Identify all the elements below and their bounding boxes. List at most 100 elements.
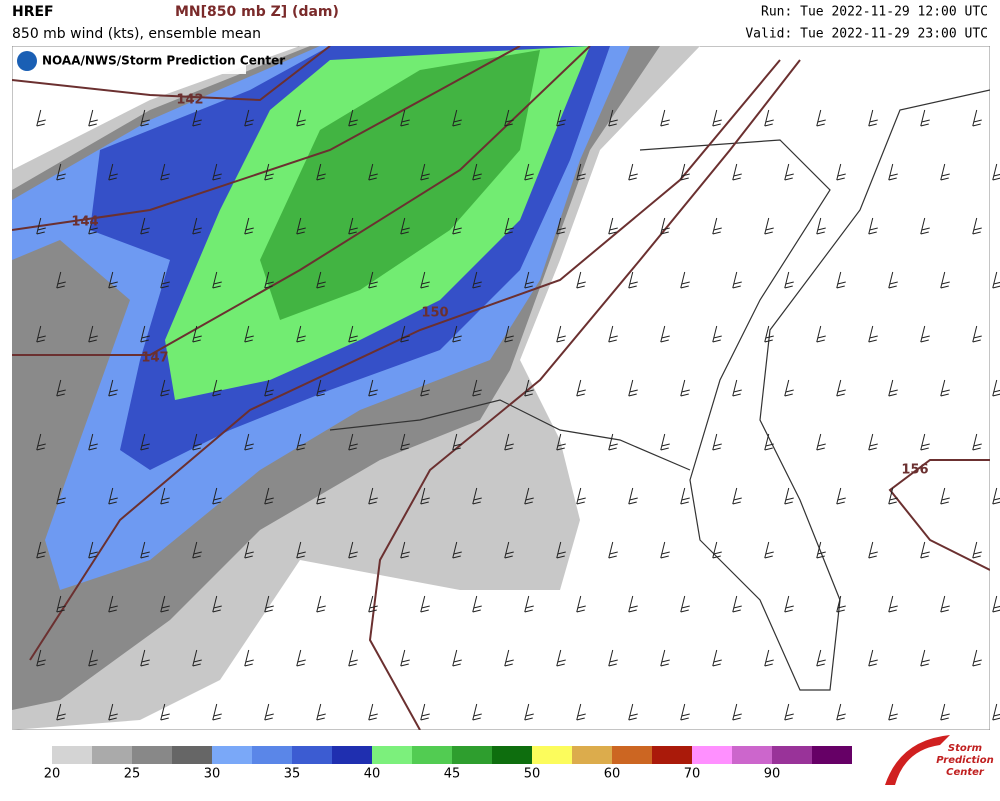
map: NOAA/NWS/Storm Prediction Center 142 144… — [12, 46, 1000, 730]
wind-barb — [628, 379, 638, 397]
wind-barb — [524, 487, 534, 505]
wind-barb — [420, 163, 430, 181]
wind-barb — [160, 487, 170, 505]
wind-barb — [576, 379, 586, 397]
wind-barb — [316, 379, 326, 397]
wind-barb — [680, 703, 690, 721]
colorbar-tick-label: 40 — [364, 767, 381, 782]
wind-barb — [868, 541, 878, 559]
wind-barb — [244, 541, 254, 559]
wind-barb — [368, 163, 378, 181]
wind-barb — [472, 487, 482, 505]
wind-barb — [296, 109, 306, 127]
logo-text: Storm — [948, 743, 982, 754]
contour-label: 142 — [176, 93, 203, 108]
wind-barb — [504, 109, 514, 127]
wind-barb — [660, 325, 670, 343]
wind-barb — [576, 595, 586, 613]
wind-barb — [400, 649, 410, 667]
wind-barb — [764, 325, 774, 343]
wind-barb — [452, 433, 462, 451]
wind-barb — [88, 649, 98, 667]
wind-barb — [972, 433, 982, 451]
colorbar-tick-label: 30 — [204, 767, 221, 782]
wind-barb — [348, 217, 358, 235]
wind-barb — [452, 649, 462, 667]
wind-barb — [940, 163, 950, 181]
wind-barb — [920, 649, 930, 667]
wind-barb — [108, 487, 118, 505]
colorbar-box — [212, 746, 252, 764]
wind-barb — [524, 703, 534, 721]
wind-barb — [212, 487, 222, 505]
wind-barb — [472, 271, 482, 289]
wind-barb — [56, 703, 66, 721]
wind-barb — [608, 325, 618, 343]
wind-barb — [316, 595, 326, 613]
wind-barb — [244, 109, 254, 127]
wind-barb — [56, 379, 66, 397]
wind-barb — [264, 487, 274, 505]
wind-barb — [264, 703, 274, 721]
wind-barb — [140, 217, 150, 235]
wind-barb — [972, 541, 982, 559]
wind-barb — [816, 649, 826, 667]
wind-barb — [368, 703, 378, 721]
wind-barb — [836, 487, 846, 505]
run-time: Run: Tue 2022-11-29 12:00 UTC — [761, 5, 988, 20]
wind-barb — [504, 217, 514, 235]
wind-barb — [88, 109, 98, 127]
credit: NOAA/NWS/Storm Prediction Center — [42, 54, 285, 68]
wind-barb — [160, 379, 170, 397]
wind-barb — [660, 217, 670, 235]
wind-barb — [452, 541, 462, 559]
wind-barb — [420, 487, 430, 505]
wind-barb — [608, 217, 618, 235]
wind-barb — [784, 487, 794, 505]
wind-barb — [576, 163, 586, 181]
wind-barb — [368, 595, 378, 613]
colorbar-box — [332, 746, 372, 764]
wind-barb — [504, 433, 514, 451]
spc-logo: Storm Prediction Center — [885, 735, 994, 785]
wind-barb — [940, 379, 950, 397]
colorbar-box — [412, 746, 452, 764]
wind-barb — [36, 541, 46, 559]
colorbar-box — [132, 746, 172, 764]
wind-barb — [816, 325, 826, 343]
wind-barb — [296, 217, 306, 235]
wind-barb — [368, 379, 378, 397]
wind-barb — [212, 163, 222, 181]
colorbar-tick-label: 35 — [284, 767, 301, 782]
wind-barb — [264, 379, 274, 397]
wind-barb — [680, 487, 690, 505]
wind-barb — [992, 379, 1000, 397]
wind-barb — [140, 325, 150, 343]
wind-barb — [420, 703, 430, 721]
colorbar-box — [372, 746, 412, 764]
wind-barb — [56, 595, 66, 613]
colorbar-box — [492, 746, 532, 764]
wind-barb — [192, 433, 202, 451]
wind-barb — [420, 379, 430, 397]
wind-barb — [816, 541, 826, 559]
wind-barb — [108, 379, 118, 397]
wind-barb — [368, 487, 378, 505]
wind-barb — [992, 271, 1000, 289]
wind-barb — [108, 163, 118, 181]
wind-barb — [992, 703, 1000, 721]
wind-barb — [888, 487, 898, 505]
wind-barb — [576, 487, 586, 505]
wind-barb — [296, 433, 306, 451]
wind-barb — [940, 487, 950, 505]
wind-barb — [836, 595, 846, 613]
wind-barb — [160, 703, 170, 721]
wind-barb — [36, 109, 46, 127]
colorbar-tick-label: 70 — [684, 767, 701, 782]
field-name: MN[850 mb Z] (dam) — [175, 4, 339, 20]
wind-barb — [764, 109, 774, 127]
wind-barb — [296, 541, 306, 559]
wind-barb — [316, 271, 326, 289]
wind-barb — [452, 217, 462, 235]
wind-barb — [608, 109, 618, 127]
